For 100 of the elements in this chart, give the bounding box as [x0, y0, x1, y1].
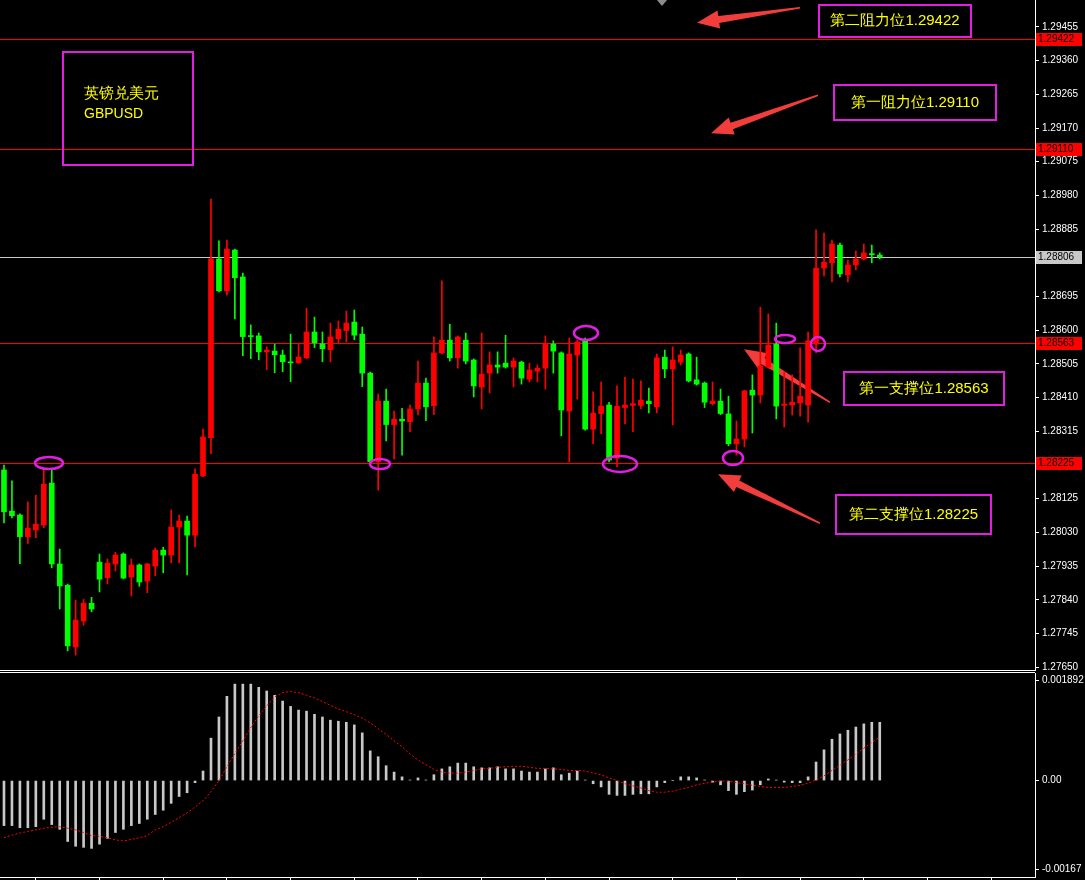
bar	[480, 767, 483, 781]
bar	[496, 766, 499, 781]
bar	[153, 780, 157, 815]
bar	[90, 780, 93, 849]
bar	[169, 780, 173, 804]
bar	[297, 709, 300, 781]
bar	[663, 780, 667, 784]
bar	[735, 780, 738, 795]
y-tick-label: -0.00167	[1042, 862, 1082, 874]
bar	[759, 780, 762, 786]
candlestick	[391, 410, 397, 460]
bar	[98, 780, 101, 845]
y-tick-label: 1.28030	[1042, 526, 1079, 538]
candlestick	[821, 232, 827, 277]
bar	[329, 719, 332, 781]
candlestick	[550, 340, 557, 374]
bar	[74, 780, 77, 847]
candlestick	[868, 244, 875, 264]
bar	[138, 780, 141, 824]
ref-line-label: 1.28563	[1038, 337, 1075, 349]
bar	[536, 771, 539, 781]
bar	[241, 683, 245, 781]
bar	[289, 706, 292, 781]
bar	[368, 750, 372, 781]
bar	[727, 780, 730, 791]
y-tick-label: 1.27840	[1042, 593, 1079, 605]
ref-line-label: 1.29110	[1038, 143, 1074, 155]
annotation: 第二阻力位1.29422	[818, 3, 972, 38]
y-tick-label: 1.28885	[1042, 222, 1079, 234]
y-tick-label: 1.28600	[1042, 323, 1079, 335]
bar	[42, 780, 46, 820]
line-series	[3, 691, 881, 842]
bar	[488, 767, 491, 781]
bar	[321, 716, 324, 781]
bar	[313, 714, 316, 781]
annotation: 第一阻力位1.29110	[833, 84, 997, 122]
bar	[376, 756, 380, 781]
candlestick	[160, 546, 167, 574]
y-tick-label: 1.29360	[1042, 54, 1079, 66]
bar	[520, 770, 523, 781]
bar	[504, 768, 507, 781]
candlestick	[646, 387, 652, 414]
bar	[114, 780, 117, 833]
bar	[34, 780, 38, 827]
bar	[257, 686, 261, 781]
bar	[50, 780, 54, 825]
y-tick-label: 1.28505	[1042, 357, 1079, 369]
candlestick	[638, 380, 644, 409]
ref-line-label: 1.28225	[1038, 457, 1075, 469]
bar	[281, 700, 284, 781]
bar	[360, 732, 364, 781]
bar	[559, 774, 563, 781]
bar	[305, 710, 308, 781]
bar	[862, 723, 866, 781]
candlestick	[25, 501, 31, 544]
y-tick-label: 0.001892	[1042, 674, 1085, 686]
bar	[472, 766, 476, 781]
bar	[265, 690, 269, 781]
bar	[679, 776, 683, 781]
candlestick	[247, 324, 254, 359]
bar	[161, 780, 165, 811]
bar	[719, 780, 722, 786]
bar	[106, 780, 109, 839]
candlestick	[630, 378, 636, 432]
text: 英镑兑美元	[84, 83, 160, 103]
candlestick	[9, 480, 15, 519]
bar	[273, 694, 276, 781]
bar	[870, 721, 874, 781]
candlestick	[669, 346, 676, 426]
y-tick-label: 1.29075	[1042, 155, 1079, 167]
bar	[130, 780, 133, 826]
bar	[528, 771, 531, 781]
y-tick-label: 0.00	[1042, 774, 1062, 786]
bar	[249, 683, 253, 781]
candlestick	[781, 371, 788, 428]
candlestick	[598, 381, 604, 435]
bar	[552, 767, 555, 781]
candlestick	[797, 347, 803, 417]
bar	[464, 762, 468, 781]
bar	[345, 721, 348, 781]
y-tick-label: 1.28410	[1042, 391, 1079, 403]
y-tick-label: 1.28980	[1042, 189, 1079, 201]
candlestick	[33, 494, 39, 539]
bar	[878, 721, 882, 781]
bar	[575, 770, 579, 781]
bar	[544, 768, 547, 781]
candlestick	[622, 376, 628, 425]
annotation: 第二支撑位1.28225	[835, 494, 992, 536]
ref-line-label: 1.29422	[1038, 33, 1075, 45]
ref-line-label: 1.28806	[1038, 251, 1075, 263]
y-tick-label: 1.29455	[1042, 20, 1079, 32]
bar	[352, 724, 356, 781]
bar	[448, 766, 452, 781]
bar	[687, 776, 690, 781]
y-tick-label: 1.29170	[1042, 121, 1079, 133]
y-tick-label: 1.28315	[1042, 425, 1079, 437]
y-tick-label: 1.28695	[1042, 290, 1079, 302]
text: GBPUSD	[84, 104, 145, 123]
candlestick	[176, 514, 182, 564]
bar	[743, 780, 746, 793]
